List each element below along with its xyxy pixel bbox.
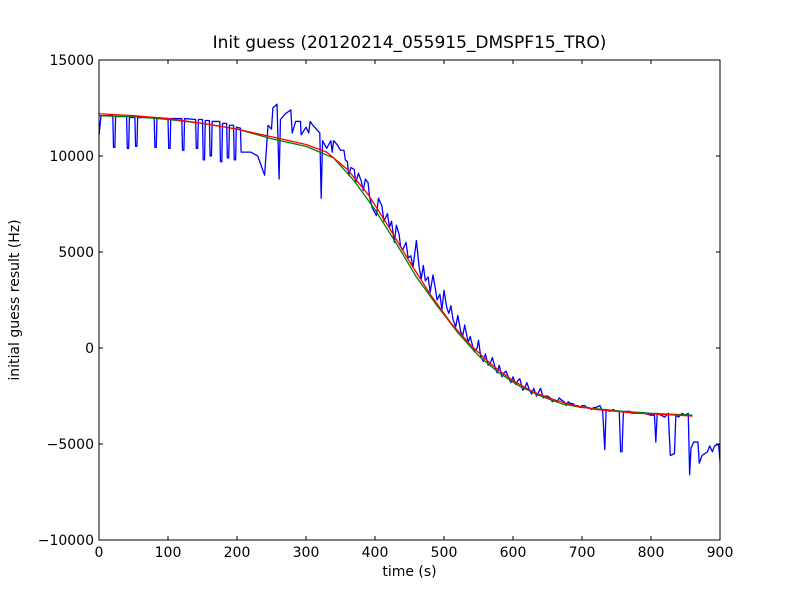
x-tick-label: 500 xyxy=(431,545,458,561)
x-tick-label: 0 xyxy=(95,545,104,561)
x-tick-label: 100 xyxy=(155,545,182,561)
x-tick-label: 600 xyxy=(500,545,527,561)
x-tick-label: 800 xyxy=(638,545,665,561)
plot-frame xyxy=(98,59,721,541)
x-axis-label: time (s) xyxy=(382,564,436,580)
x-tick-label: 900 xyxy=(707,545,734,561)
series-line-0 xyxy=(98,103,721,476)
series-line-2 xyxy=(98,113,693,417)
chart-title: Init guess (20120214_055915_DMSPF15_TRO) xyxy=(213,33,607,53)
y-tick-label: 15000 xyxy=(49,53,94,69)
x-tick-label: 400 xyxy=(362,545,389,561)
x-tick-label: 200 xyxy=(224,545,251,561)
series-layer xyxy=(98,103,721,476)
y-axis-label: initial guess result (Hz) xyxy=(7,219,23,380)
y-tick-label: 0 xyxy=(85,341,94,357)
plot-area xyxy=(99,60,720,540)
y-tick-label: −10000 xyxy=(38,533,94,549)
y-tick-label: 10000 xyxy=(49,149,94,165)
y-tick-label: 5000 xyxy=(58,245,94,261)
y-tick-label: −5000 xyxy=(47,437,94,453)
x-tick-label: 300 xyxy=(293,545,320,561)
ticks-layer: 0 100 200 300 400 500 600 700 800 900 −10000 −5000 0… xyxy=(38,53,734,561)
x-tick-label: 700 xyxy=(569,545,596,561)
